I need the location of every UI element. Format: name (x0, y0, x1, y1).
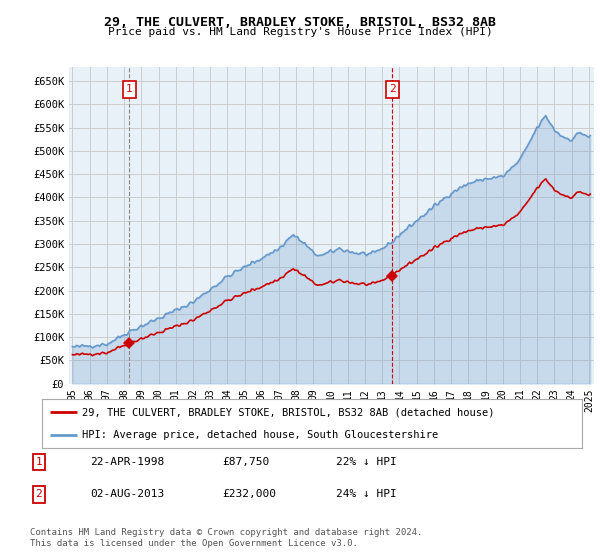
Text: 2: 2 (389, 85, 395, 94)
Text: 29, THE CULVERT, BRADLEY STOKE, BRISTOL, BS32 8AB (detached house): 29, THE CULVERT, BRADLEY STOKE, BRISTOL,… (83, 407, 495, 417)
Text: Contains HM Land Registry data © Crown copyright and database right 2024.
This d: Contains HM Land Registry data © Crown c… (30, 528, 422, 548)
Text: 29, THE CULVERT, BRADLEY STOKE, BRISTOL, BS32 8AB: 29, THE CULVERT, BRADLEY STOKE, BRISTOL,… (104, 16, 496, 29)
Text: 2: 2 (35, 489, 43, 500)
Text: 02-AUG-2013: 02-AUG-2013 (90, 489, 164, 500)
Text: £232,000: £232,000 (222, 489, 276, 500)
Text: 22% ↓ HPI: 22% ↓ HPI (336, 457, 397, 467)
Text: 24% ↓ HPI: 24% ↓ HPI (336, 489, 397, 500)
Text: £87,750: £87,750 (222, 457, 269, 467)
Text: 22-APR-1998: 22-APR-1998 (90, 457, 164, 467)
Text: HPI: Average price, detached house, South Gloucestershire: HPI: Average price, detached house, Sout… (83, 430, 439, 440)
Text: 1: 1 (35, 457, 43, 467)
Text: Price paid vs. HM Land Registry's House Price Index (HPI): Price paid vs. HM Land Registry's House … (107, 27, 493, 37)
Text: 1: 1 (126, 85, 133, 94)
